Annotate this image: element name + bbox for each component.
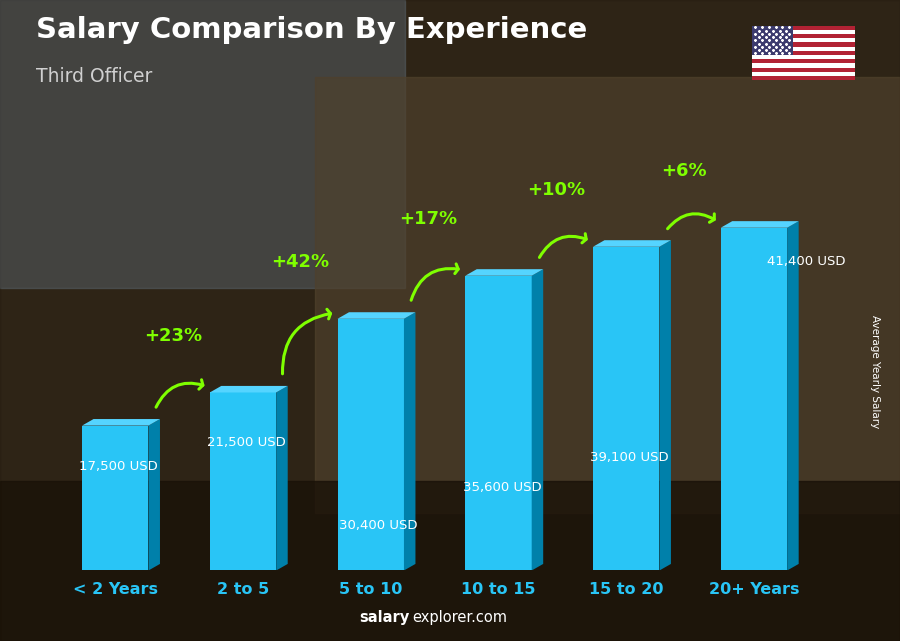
Bar [465, 276, 532, 570]
Polygon shape [593, 240, 670, 247]
Bar [752, 51, 855, 55]
Polygon shape [0, 481, 900, 641]
Polygon shape [532, 269, 544, 570]
Bar [752, 38, 855, 42]
Text: Salary Comparison By Experience: Salary Comparison By Experience [36, 16, 587, 44]
Text: 39,100 USD: 39,100 USD [590, 451, 669, 463]
Bar [752, 67, 855, 72]
Polygon shape [404, 312, 416, 570]
Bar [752, 59, 855, 63]
Polygon shape [660, 240, 670, 570]
Text: +42%: +42% [272, 253, 329, 271]
Bar [752, 26, 793, 55]
Bar [752, 30, 855, 34]
Bar [752, 26, 855, 30]
Bar [721, 228, 788, 570]
Text: +10%: +10% [526, 181, 585, 199]
Bar [752, 47, 855, 51]
Text: 41,400 USD: 41,400 USD [767, 256, 845, 269]
Bar [752, 34, 855, 38]
Polygon shape [315, 77, 900, 513]
Polygon shape [82, 419, 160, 426]
Bar [82, 426, 148, 570]
Text: 21,500 USD: 21,500 USD [207, 436, 286, 449]
Polygon shape [0, 0, 405, 288]
Polygon shape [276, 386, 288, 570]
Text: +6%: +6% [661, 162, 707, 180]
Polygon shape [721, 221, 798, 228]
Bar [752, 55, 855, 59]
Polygon shape [210, 386, 288, 392]
Bar [752, 42, 855, 47]
Bar [338, 319, 404, 570]
Text: 17,500 USD: 17,500 USD [79, 460, 158, 472]
Text: Average Yearly Salary: Average Yearly Salary [869, 315, 880, 428]
Polygon shape [148, 419, 160, 570]
Bar [752, 76, 855, 80]
Text: +23%: +23% [144, 327, 202, 345]
Polygon shape [788, 221, 798, 570]
Text: explorer.com: explorer.com [412, 610, 508, 625]
Text: 30,400 USD: 30,400 USD [338, 519, 418, 531]
Text: Third Officer: Third Officer [36, 67, 152, 87]
Text: +17%: +17% [400, 210, 457, 228]
Bar [210, 392, 276, 570]
Polygon shape [338, 312, 416, 319]
Text: 35,600 USD: 35,600 USD [463, 481, 541, 494]
Bar [593, 247, 660, 570]
Polygon shape [465, 269, 544, 276]
Text: salary: salary [359, 610, 410, 625]
Bar [752, 72, 855, 76]
Bar [752, 63, 855, 67]
